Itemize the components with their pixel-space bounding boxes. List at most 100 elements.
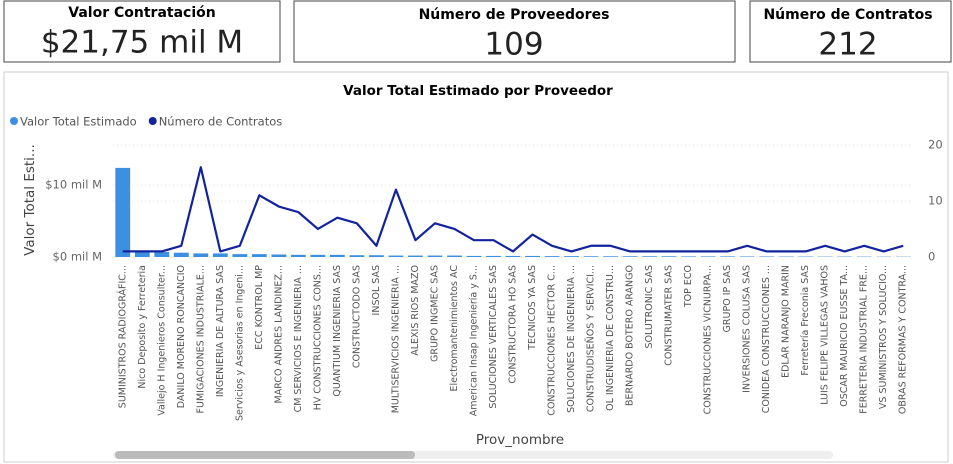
card-label: Número de Contratos xyxy=(763,7,932,23)
card-label: Valor Contratación xyxy=(68,5,215,21)
bar xyxy=(486,255,501,257)
bar xyxy=(232,254,248,257)
bar xyxy=(369,255,384,257)
legend-label: Valor Total Estimado xyxy=(20,115,137,129)
x-tick-label: TOP ECO xyxy=(683,265,694,308)
y2-tick-label: 20 xyxy=(928,137,943,151)
bar xyxy=(681,256,697,257)
card-frame xyxy=(293,0,736,63)
bar xyxy=(583,256,599,257)
y-axis-title: Valor Total Esti... xyxy=(22,144,38,256)
bar xyxy=(720,256,736,257)
x-tick-label: EDLAR NARANJO MARIN xyxy=(781,265,792,378)
cards: Valor Contratación $21,75 mil M Número d… xyxy=(3,0,952,63)
legend-marker xyxy=(10,117,18,125)
bar xyxy=(329,254,345,257)
x-tick-label: SUMINISTROS RADIOGRÁFIC... xyxy=(116,265,128,408)
bar xyxy=(173,252,189,257)
x-tick-label: SOLUTRONIC SAS xyxy=(644,265,655,348)
bar xyxy=(290,254,306,257)
card-frame xyxy=(749,0,952,63)
x-tick-label: DANILO MORENO RONCANCIO xyxy=(176,265,187,408)
chart-title: Valor Total Estimado por Proveedor xyxy=(343,83,613,99)
legend-label: Número de Contratos xyxy=(159,115,283,129)
bar xyxy=(193,253,209,257)
card-value: 109 xyxy=(484,27,543,63)
card-value: $21,75 mil M xyxy=(41,25,243,61)
x-tick-label: Electromantenimientos AC xyxy=(449,265,460,392)
x-tick-label: FUMIGACIONES INDUSTRIALE... xyxy=(195,265,206,413)
bar xyxy=(564,256,579,257)
card-value: 212 xyxy=(818,27,877,63)
x-tick-label: CONSTRUMATER SAS xyxy=(664,265,675,366)
x-tick-label: Nico Deposito y Ferreteria xyxy=(137,265,148,389)
x-tick-label: OBRAS REFORMAS Y CONTRA... xyxy=(898,265,909,414)
x-tick-label: GRUPO IP SAS xyxy=(722,265,733,332)
y2-tick-label: 0 xyxy=(928,250,935,264)
x-tick-label: SOLUCIONES DE INGENIERIA ... xyxy=(566,265,577,413)
bar xyxy=(759,256,775,257)
x-tick-label: Servicios y Asesorias en Ingeni... xyxy=(234,265,245,421)
bar xyxy=(427,255,443,257)
legend-marker xyxy=(148,117,157,125)
x-tick-label: INSOL SAS xyxy=(371,265,382,315)
x-tick-label: HV CONSTRUCCIONES CONS... xyxy=(312,265,323,410)
bar xyxy=(154,251,170,257)
x-tick-label: CONIDEA CONSTRUCCIONES ... xyxy=(761,265,772,413)
x-tick-label: FERRETERIA INDUSTRIAL FRE... xyxy=(859,265,870,414)
bar xyxy=(447,255,462,257)
bar xyxy=(134,251,150,257)
x-tick-label: OL INGENIERIA DE CONSTRU... xyxy=(605,265,616,411)
x-tick-label: CONSTRUDISEÑOS Y SERVICI... xyxy=(586,265,597,412)
y-tick-label: $10 mil M xyxy=(45,178,102,192)
x-tick-label: GRUPO INGMEC SAS xyxy=(429,265,440,362)
bar xyxy=(388,255,404,257)
x-axis-title: Prov_nombre xyxy=(476,432,564,448)
x-tick-label: MULTISERVICIOS INGENIERIA ... xyxy=(390,265,401,413)
bar xyxy=(310,254,326,257)
bar xyxy=(525,255,540,257)
x-tick-label: BERNARDO BOTERO ARANGO xyxy=(625,265,636,406)
x-tick-label: CONSTRUCTODO SAS xyxy=(351,265,362,368)
x-tick-label: VS SUMINISTROS Y SOLUCIO... xyxy=(878,265,889,409)
x-tick-label: INGENIERIA DE ALTURA SAS xyxy=(215,265,226,397)
plot: $0 mil M $10 mil M 0 10 20 Valor Total Estima… xyxy=(10,115,943,421)
x-tick-label: Vallejo H Ingenieros Consulter... xyxy=(156,265,167,416)
bar xyxy=(622,256,638,257)
scrollbar-thumb[interactable] xyxy=(115,451,415,459)
bar xyxy=(212,253,228,257)
bar xyxy=(271,254,287,257)
bar xyxy=(251,254,267,257)
y2-tick-label: 10 xyxy=(928,193,943,207)
bar xyxy=(642,256,657,257)
bar xyxy=(408,255,423,257)
x-tick-label: Ferretería Freconia SAS xyxy=(800,265,811,376)
x-tick-label: SOLUCIONES VERTICALES SAS xyxy=(488,265,499,409)
x-tick-label: ECC KONTROL MP xyxy=(254,265,265,350)
x-tick-label: INVERSIONES COLUSA SAS xyxy=(742,265,753,393)
bar xyxy=(466,255,482,257)
x-tick-label: ALEXIS RIOS MAZO xyxy=(410,265,421,356)
card-frame xyxy=(3,0,281,63)
bar xyxy=(700,256,716,257)
x-tick-label: American Insap Ingeniería y S... xyxy=(468,265,479,416)
card-label: Número de Proveedores xyxy=(419,7,610,23)
bar xyxy=(115,167,131,257)
line xyxy=(122,166,904,253)
x-tick-label: TECNICOS YA SAS xyxy=(527,265,538,351)
bar xyxy=(505,255,521,257)
bar xyxy=(544,256,560,257)
x-tick-label: QUANTIUM INGENIERIA SAS xyxy=(332,265,343,397)
bar xyxy=(603,256,618,257)
x-tick-label: CONSTRUCCIONES HECTOR C... xyxy=(547,265,558,416)
x-tick-label: CONSTRUCTORA HO SAS xyxy=(508,265,519,384)
chart-frame xyxy=(3,71,949,463)
bar xyxy=(349,255,365,257)
y-tick-label: $0 mil M xyxy=(53,250,102,264)
x-tick-label: LUIS FELIPE VILLEGAS VAHOS xyxy=(820,265,831,405)
x-tick-label: OSCAR MAURICIO EUSSE TA... xyxy=(839,265,850,407)
bar xyxy=(661,256,677,257)
x-tick-label: CONSTRUCCIONES VICNURPA... xyxy=(703,265,714,414)
